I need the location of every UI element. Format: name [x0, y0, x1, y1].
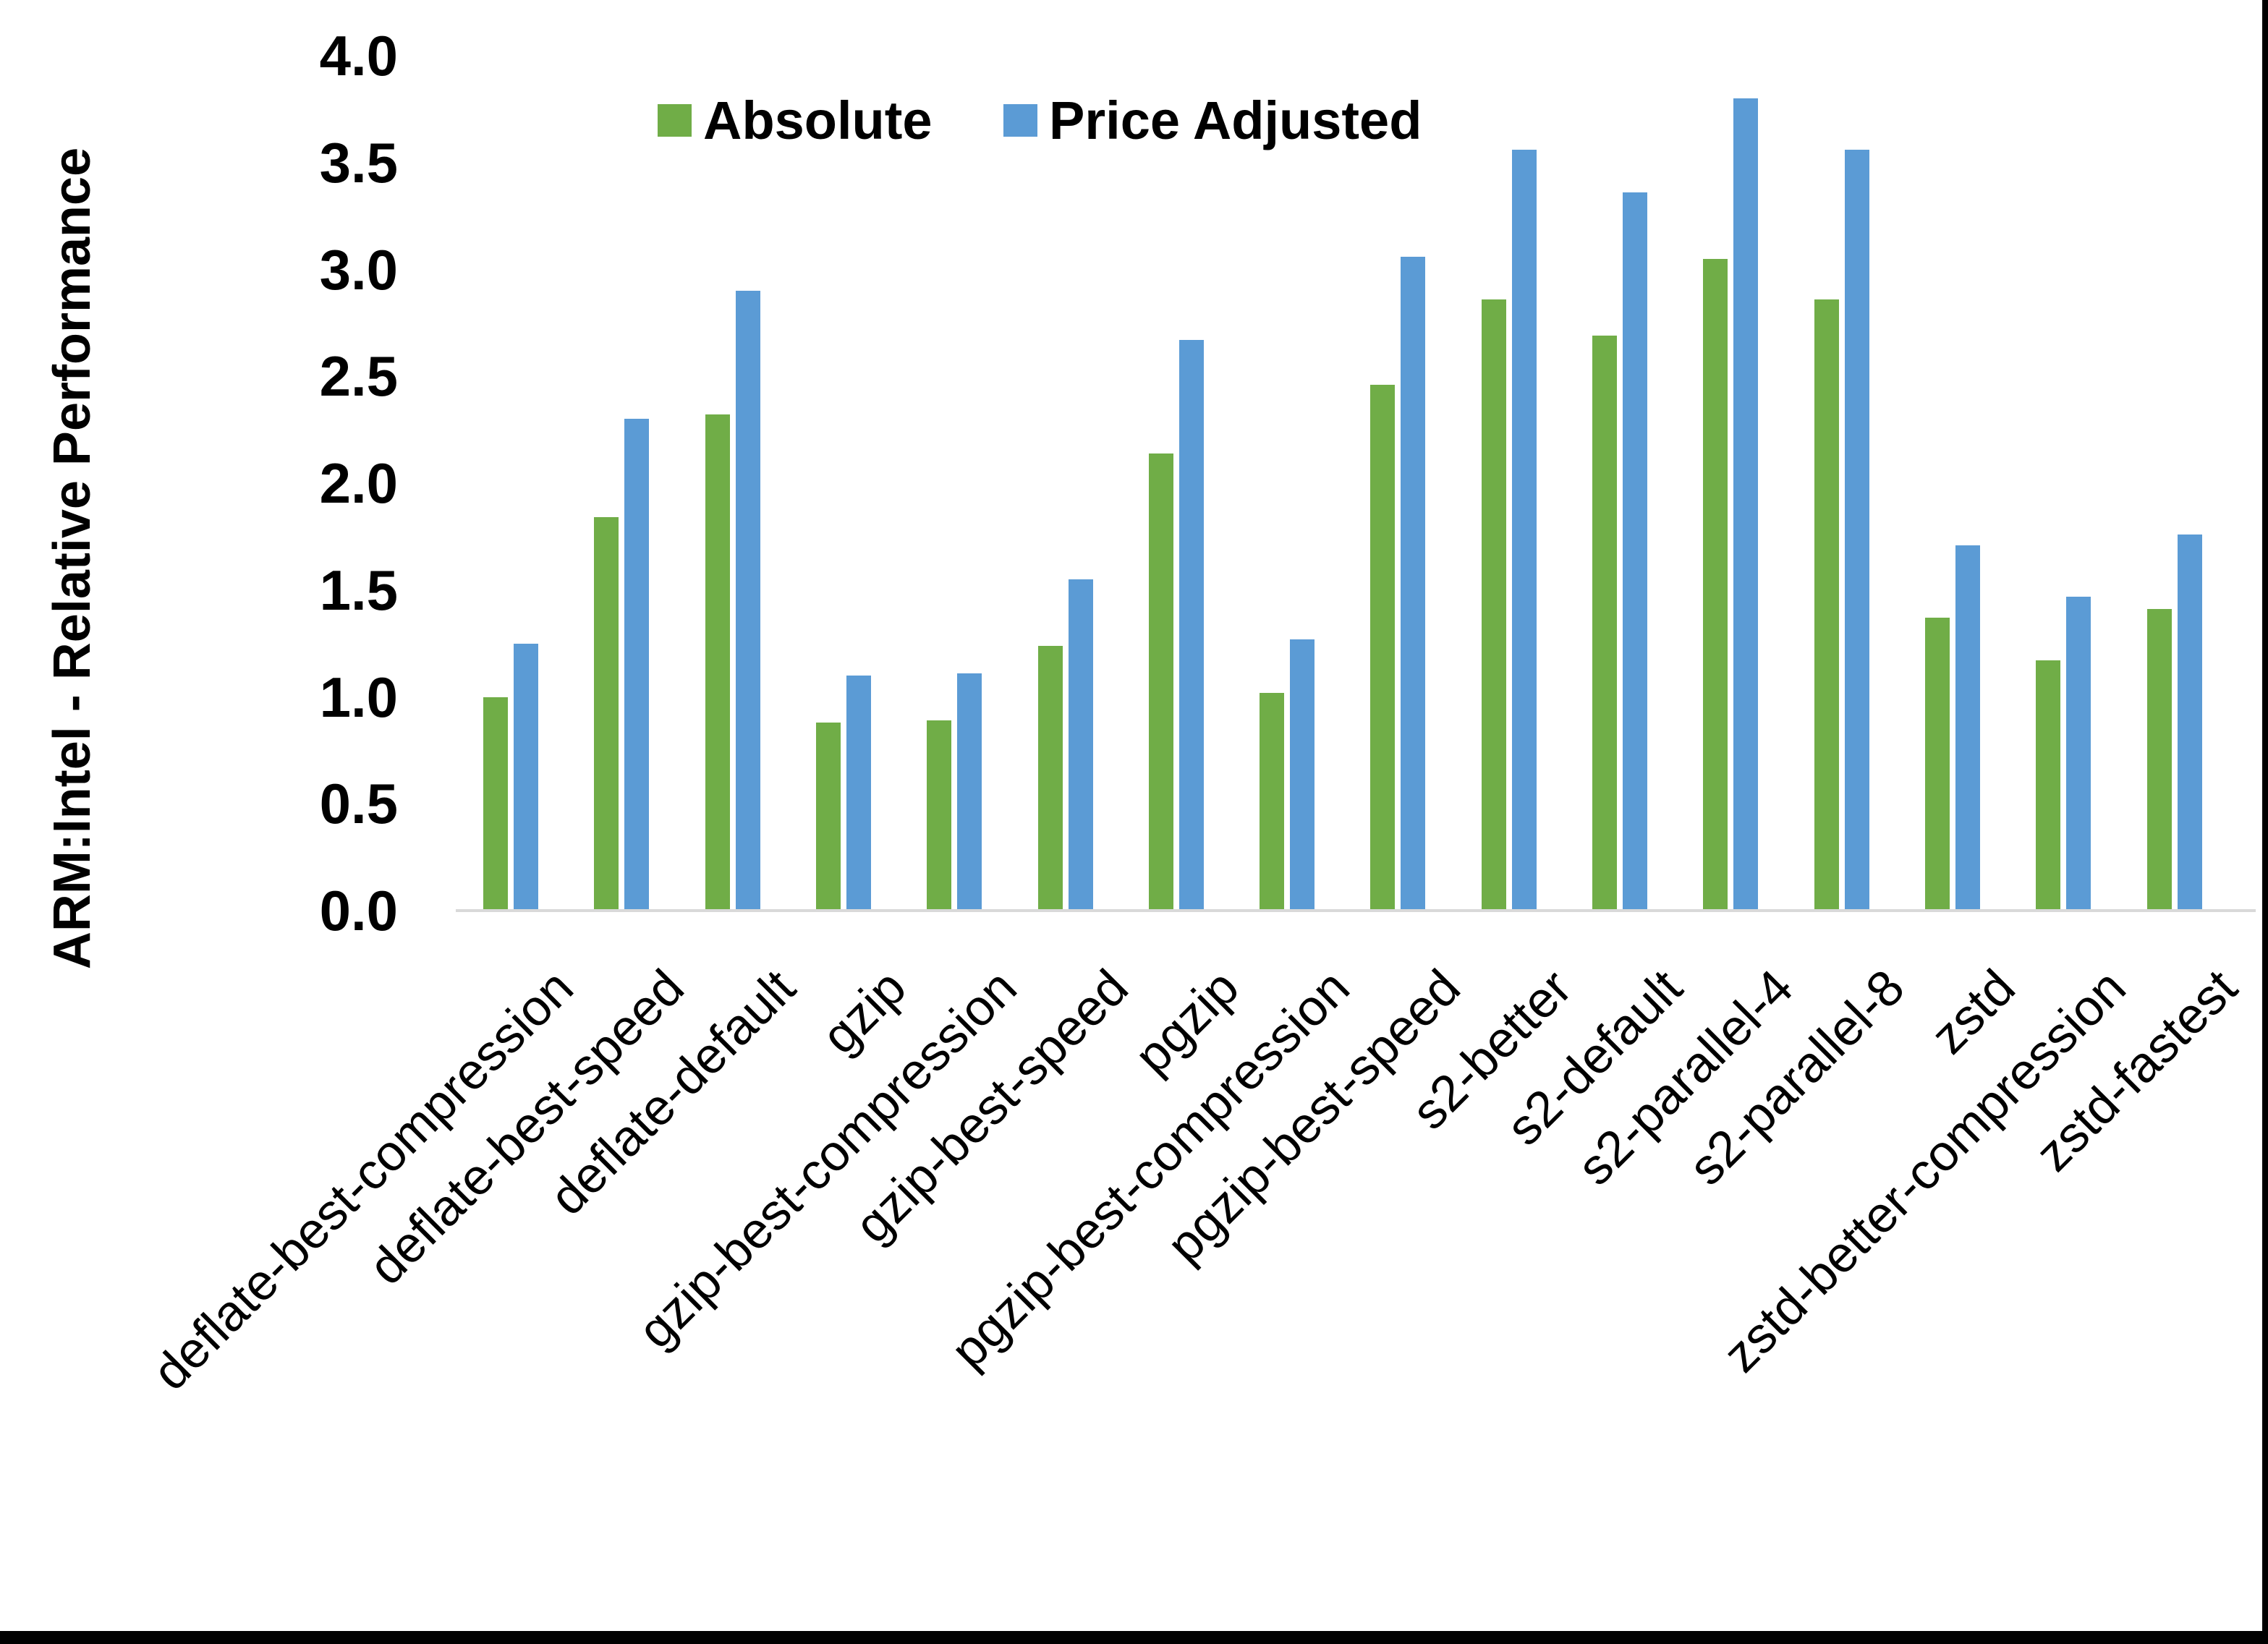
legend-label-absolute: Absolute: [703, 90, 933, 150]
y-tick-label: 4.0: [319, 24, 398, 88]
bar-absolute-s2-parallel-4: [1703, 258, 1728, 911]
bar-price-adjusted-pgzip-best-compression: [1290, 639, 1315, 911]
bar-absolute-gzip-best-speed: [1037, 645, 1063, 911]
bottom-border: [0, 1631, 2268, 1644]
y-tick-label: 3.5: [319, 130, 398, 195]
y-tick-label: 0.5: [319, 772, 398, 836]
y-axis-title: ARM:Intel - Relative Performance: [43, 147, 101, 970]
bar-absolute-zstd-fastest: [2146, 609, 2172, 911]
legend-item-absolute: Absolute: [658, 90, 933, 150]
bar-absolute-s2-default: [1592, 336, 1617, 911]
y-tick-label: 2.5: [319, 344, 398, 409]
y-tick-label: 2.0: [319, 451, 398, 515]
bar-price-adjusted-deflate-default: [735, 291, 760, 911]
bar-price-adjusted-gzip: [846, 675, 871, 911]
bar-absolute-zstd-better-compression: [2036, 660, 2061, 911]
bar-absolute-zstd: [1924, 618, 1950, 911]
bar-absolute-gzip: [815, 722, 841, 911]
bar-price-adjusted-s2-default: [1623, 192, 1647, 911]
legend-label-price-adjusted: Price Adjusted: [1049, 90, 1422, 150]
legend-swatch-absolute-icon: [658, 103, 692, 137]
bar-absolute-deflate-best-speed: [594, 517, 619, 911]
bar-absolute-gzip-best-compression: [927, 720, 952, 911]
legend-item-price-adjusted: Price Adjusted: [1003, 90, 1422, 150]
legend-swatch-price-adjusted-icon: [1003, 103, 1037, 137]
bar-price-adjusted-gzip-best-speed: [1068, 579, 1093, 911]
y-tick-label: 1.5: [319, 558, 398, 622]
y-tick-label: 1.0: [319, 665, 398, 729]
bar-absolute-pgzip-best-compression: [1260, 692, 1285, 911]
x-axis-line: [456, 909, 2256, 912]
legend: Absolute Price Adjusted: [0, 90, 2268, 150]
bar-price-adjusted-s2-parallel-4: [1733, 98, 1759, 911]
bar-absolute-pgzip: [1148, 453, 1173, 911]
y-tick-label: 3.0: [319, 237, 398, 302]
bar-price-adjusted-pgzip: [1178, 340, 1204, 911]
bar-price-adjusted-s2-better: [1511, 150, 1537, 911]
bar-price-adjusted-s2-parallel-8: [1844, 150, 1869, 911]
bar-absolute-deflate-best-compression: [483, 697, 508, 911]
bar-absolute-deflate-default: [705, 414, 730, 911]
bar-price-adjusted-zstd-better-compression: [2066, 596, 2091, 911]
y-tick-label: 0.0: [319, 879, 398, 942]
bar-absolute-s2-parallel-8: [1814, 299, 1839, 911]
bar-absolute-s2-better: [1481, 299, 1506, 911]
bar-price-adjusted-deflate-best-speed: [624, 419, 650, 911]
bar-price-adjusted-gzip-best-compression: [957, 673, 982, 911]
bar-price-adjusted-deflate-best-compression: [514, 643, 538, 911]
bar-price-adjusted-zstd-fastest: [2177, 534, 2202, 911]
bar-price-adjusted-pgzip-best-speed: [1401, 256, 1426, 911]
bar-absolute-pgzip-best-speed: [1370, 385, 1396, 911]
bar-price-adjusted-zstd: [1955, 545, 1980, 911]
right-border: [2262, 0, 2268, 1644]
